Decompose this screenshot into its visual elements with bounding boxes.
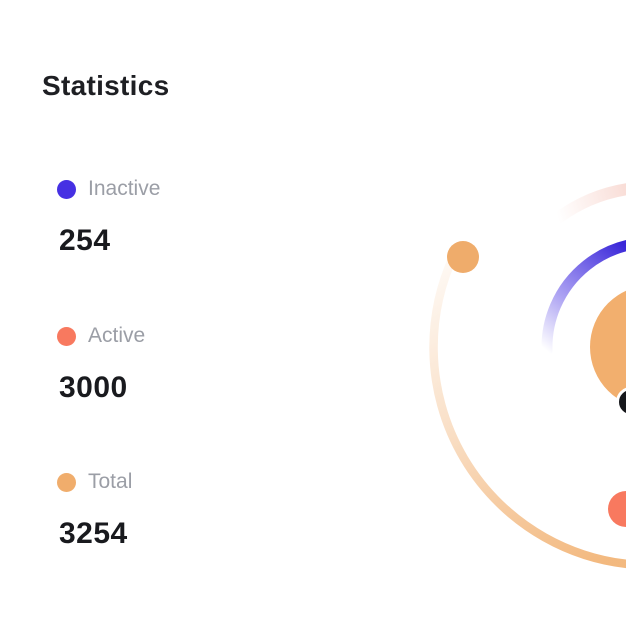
legend-row-total: Total bbox=[57, 470, 132, 494]
inactive-legend-dot-icon bbox=[57, 179, 76, 199]
active-label: Active bbox=[88, 324, 146, 347]
stat-group-active: Active 3000 bbox=[57, 324, 145, 404]
total-label: Total bbox=[88, 470, 133, 493]
total-value: 3254 bbox=[59, 517, 128, 550]
legend-row-active: Active bbox=[57, 324, 145, 348]
active-legend-dot-icon bbox=[57, 326, 76, 346]
total-marker-dot bbox=[447, 241, 479, 273]
legend-row-inactive: Inactive bbox=[57, 177, 160, 201]
stat-group-total: Total 3254 bbox=[57, 470, 132, 550]
total-ring-arc bbox=[429, 248, 626, 569]
inactive-label: Inactive bbox=[88, 177, 161, 200]
inactive-ring-arc bbox=[541, 240, 626, 357]
total-legend-dot-icon bbox=[57, 472, 76, 492]
active-value: 3000 bbox=[59, 371, 128, 404]
chart-hub-circle bbox=[590, 290, 626, 404]
inactive-value: 254 bbox=[59, 224, 111, 257]
active-marker-dot bbox=[608, 491, 626, 527]
black-marker-dot bbox=[616, 387, 626, 417]
page-title: Statistics bbox=[42, 70, 170, 101]
active-ring-arc bbox=[552, 183, 626, 224]
stat-group-inactive: Inactive 254 bbox=[57, 177, 160, 257]
